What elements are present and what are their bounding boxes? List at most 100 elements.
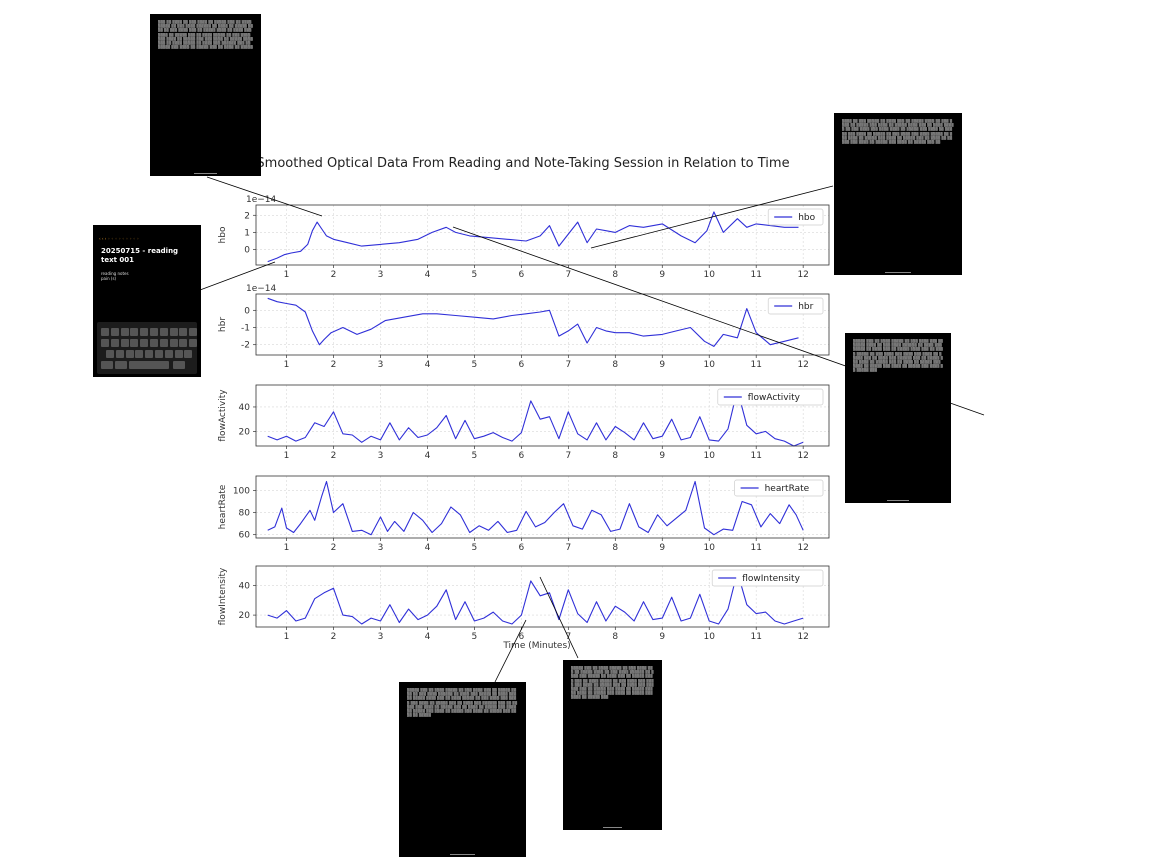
y-tick-label: 40 — [239, 403, 251, 413]
thumbnail-scroll-indicator — [449, 854, 476, 855]
y-tick-label: -2 — [241, 341, 250, 351]
series-line-hbo — [267, 211, 799, 263]
keyboard-key[interactable] — [155, 350, 163, 358]
arrow-line — [494, 619, 527, 683]
keyboard-key[interactable] — [130, 339, 139, 347]
arrow-line — [206, 176, 323, 217]
y-tick-label: 40 — [239, 581, 251, 591]
keyboard-key[interactable] — [173, 361, 185, 369]
keyboard-key[interactable] — [179, 328, 188, 336]
keyboard-key[interactable] — [115, 350, 124, 358]
keyboard-key[interactable] — [120, 328, 129, 336]
reading-thumbnail-right-middle: ▒▒▒▒▒ ▒▒▒ ▒▒ ▒▒▒▒ ▒▒▒▒▒ ▒▒ ▒▒▒ ▒▒▒▒ ▒▒▒ … — [845, 333, 951, 503]
legend-box — [711, 569, 824, 587]
keyboard-key[interactable] — [169, 328, 178, 336]
legend-label: hbo — [798, 213, 815, 223]
y-axis-label: flowActivity — [218, 389, 228, 442]
x-tick-label: 5 — [472, 451, 478, 461]
x-tick-label: 9 — [659, 543, 665, 553]
x-tick-label: 11 — [750, 451, 761, 461]
keyboard-key[interactable] — [130, 328, 139, 336]
arrow-line — [590, 185, 834, 249]
keyboard-key[interactable] — [101, 361, 113, 369]
y-tick-label: 0 — [244, 306, 250, 316]
keyboard-key[interactable] — [106, 350, 114, 358]
x-tick-label: 5 — [472, 360, 478, 370]
x-tick-label: 11 — [750, 632, 761, 642]
keyboard-key[interactable] — [145, 350, 154, 358]
keyboard-key[interactable] — [164, 350, 173, 358]
subplot-flowIntensity: 1234567891011122040flowIntensityflowInte… — [218, 565, 830, 642]
keyboard-key[interactable] — [140, 339, 149, 347]
plot-frame — [255, 204, 830, 266]
x-tick-label: 11 — [750, 543, 761, 553]
thumbnail-scroll-indicator — [885, 272, 911, 273]
keyboard-key[interactable] — [135, 350, 144, 358]
y-tick-label: 0 — [244, 246, 250, 256]
x-tick-label: 1 — [284, 632, 290, 642]
x-tick-label: 6 — [518, 543, 524, 553]
x-tick-label: 3 — [378, 632, 384, 642]
thumbnail-text-block: ▒▒▒▒▒ ▒▒▒ ▒▒ ▒▒▒▒ ▒▒▒▒▒ ▒▒ ▒▒▒ ▒▒▒▒ ▒▒▒ … — [853, 339, 944, 373]
thumbnail-text-block: ▒▒▒▒ ▒▒ ▒▒▒ ▒▒▒▒▒ ▒▒ ▒▒▒▒ ▒▒▒ ▒▒ ▒▒▒▒▒ ▒… — [842, 119, 954, 145]
keyboard-key[interactable] — [150, 339, 158, 347]
keyboard-key[interactable] — [120, 339, 129, 347]
thumbnail-scroll-indicator — [602, 827, 623, 828]
keyboard-key[interactable] — [115, 361, 127, 369]
legend-box — [734, 479, 824, 497]
keyboard-key[interactable] — [189, 339, 198, 347]
y-axis-label: hbr — [218, 317, 228, 332]
series-line-flowActivity — [267, 389, 804, 447]
keyboard-key[interactable] — [150, 328, 158, 336]
x-tick-label: 8 — [612, 451, 618, 461]
thumbnail-scroll-indicator — [194, 173, 217, 174]
reading-thumbnail-top: ▒▒▒ ▒▒ ▒▒▒▒ ▒▒ ▒▒▒ ▒▒▒▒ ▒▒ ▒▒▒▒▒ ▒▒▒ ▒▒ … — [150, 14, 261, 176]
y-axis-label: flowIntensity — [218, 567, 228, 625]
keyboard-key[interactable] — [101, 339, 109, 347]
x-tick-label: 6 — [518, 270, 524, 280]
keyboard-key[interactable] — [140, 328, 149, 336]
legend-box — [717, 388, 824, 406]
phone-notes-thumbnail: ‹ ‹ ‹ ◦ ◦ ◦ ◦ ◦ ◦ ◦ ◦ ◦ 20250715 - readi… — [93, 225, 201, 377]
x-tick-label: 7 — [565, 360, 571, 370]
x-tick-label: 2 — [331, 632, 337, 642]
keyboard-key[interactable] — [159, 328, 168, 336]
keyboard-key[interactable] — [110, 328, 119, 336]
keyboard-key[interactable] — [159, 339, 168, 347]
x-tick-label: 3 — [378, 451, 384, 461]
keyboard-key[interactable] — [101, 328, 109, 336]
y-tick-label: 20 — [239, 427, 251, 437]
x-tick-label: 6 — [518, 632, 524, 642]
reading-thumbnail-right-top: ▒▒▒▒ ▒▒ ▒▒▒ ▒▒▒▒▒ ▒▒ ▒▒▒▒ ▒▒▒ ▒▒ ▒▒▒▒▒ ▒… — [834, 113, 962, 275]
x-tick-label: 4 — [425, 543, 431, 553]
keyboard-key[interactable] — [184, 350, 193, 358]
figure-title: Smoothed Optical Data From Reading and N… — [256, 156, 789, 171]
keyboard-key[interactable] — [179, 339, 188, 347]
keyboard-key[interactable] — [110, 339, 119, 347]
x-tick-label: 1 — [284, 270, 290, 280]
note-line: pain (s) — [101, 276, 117, 281]
x-tick-label: 7 — [565, 451, 571, 461]
y-tick-label: 100 — [233, 486, 250, 496]
note-body: reading notes pain (s) — [101, 271, 129, 281]
plot-frame — [255, 293, 830, 356]
keyboard-key[interactable] — [189, 328, 198, 336]
series-line-heartRate — [267, 480, 804, 536]
y-tick-label: 20 — [239, 611, 251, 621]
plot-frame — [255, 565, 830, 628]
legend-label: flowActivity — [748, 393, 801, 403]
x-tick-label: 2 — [331, 451, 337, 461]
x-tick-label: 10 — [704, 632, 716, 642]
keyboard-key[interactable] — [125, 350, 134, 358]
keyboard-key[interactable] — [129, 361, 169, 369]
keyboard-key[interactable] — [169, 339, 178, 347]
x-tick-label: 4 — [425, 270, 431, 280]
keyboard-key[interactable] — [174, 350, 183, 358]
plot-frame — [255, 475, 830, 539]
x-tick-label: 12 — [797, 270, 808, 280]
thumbnail-text-block: ▒▒▒▒▒ ▒▒▒ ▒▒ ▒▒▒▒ ▒▒▒▒▒ ▒▒ ▒▒▒ ▒▒▒▒ ▒▒▒ … — [571, 666, 654, 700]
series-line-hbr — [267, 297, 799, 347]
x-tick-label: 12 — [797, 632, 808, 642]
